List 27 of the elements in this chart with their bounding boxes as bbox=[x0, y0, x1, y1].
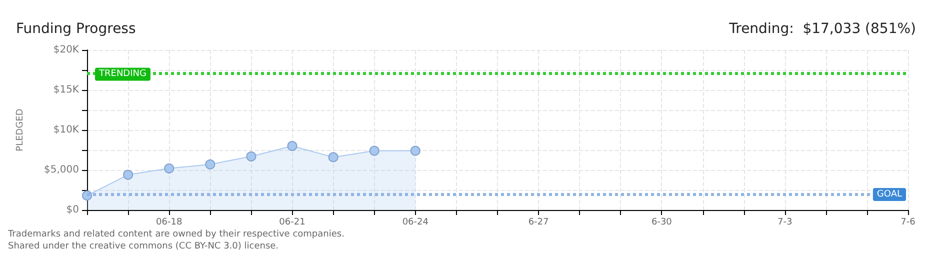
ref-line-label: TRENDING bbox=[98, 69, 146, 80]
x-tick-label: 06-24 bbox=[402, 218, 429, 228]
point bbox=[123, 170, 134, 180]
text: Trademarks and related content are owned by their respective companies. bbox=[7, 230, 344, 240]
x-tick-label: 6-27 bbox=[528, 218, 549, 228]
point bbox=[328, 152, 338, 162]
y-tick-label: $15K bbox=[53, 84, 80, 96]
y-tick-label: $5,000 bbox=[44, 164, 79, 176]
point bbox=[246, 151, 256, 162]
chart-title: Funding Progress bbox=[16, 21, 136, 37]
y-axis-title: PLEDGED bbox=[16, 108, 26, 152]
point bbox=[164, 163, 174, 174]
point bbox=[369, 146, 380, 156]
y-tick-label: $20K bbox=[53, 44, 80, 56]
point bbox=[205, 159, 216, 170]
y-tick-label: $10K bbox=[53, 124, 80, 136]
x-tick-label: 6-30 bbox=[651, 218, 672, 228]
ref-line-label: GOAL bbox=[876, 190, 902, 200]
text: Shared under the creative commons (CC BY-NC 3.0) license. bbox=[8, 242, 279, 252]
x-tick-label: 06-18 bbox=[156, 218, 182, 228]
x-tick-label: 7-3 bbox=[778, 218, 792, 228]
point bbox=[410, 146, 420, 156]
point bbox=[287, 141, 298, 151]
x-tick-label: 06-21 bbox=[279, 218, 306, 228]
x-tick-label: 7-6 bbox=[900, 218, 916, 228]
chart-subtitle: Trending: $17,033 (851%) bbox=[728, 21, 916, 37]
y-tick-label: $0 bbox=[66, 204, 79, 216]
